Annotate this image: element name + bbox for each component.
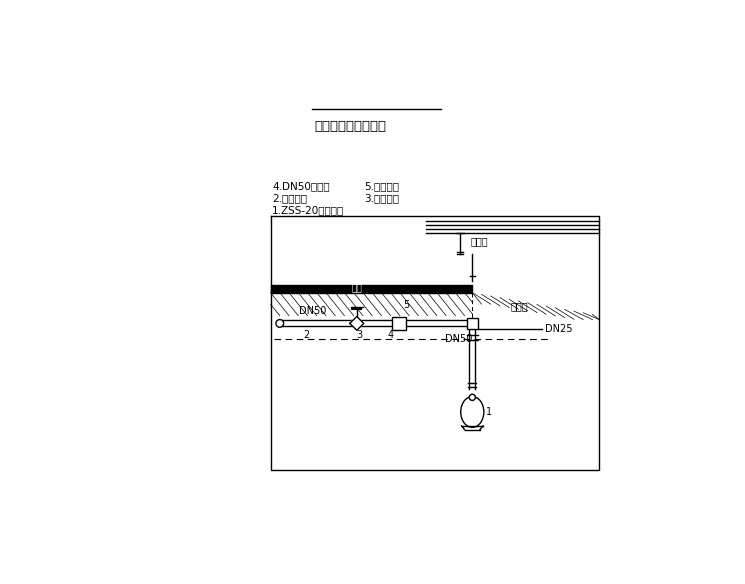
Text: 5.防晃支架: 5.防晃支架 <box>364 181 399 191</box>
Text: 4.DN50电磁阀: 4.DN50电磁阀 <box>272 181 330 191</box>
Text: 5: 5 <box>403 300 409 310</box>
Text: 系先槽: 系先槽 <box>471 236 489 246</box>
Text: DN50: DN50 <box>446 334 473 344</box>
Text: 大空间: 大空间 <box>511 301 528 311</box>
Ellipse shape <box>460 397 484 427</box>
Bar <box>392 317 406 329</box>
Text: 1.ZSS-20灭火装置: 1.ZSS-20灭火装置 <box>272 206 344 215</box>
Text: DN25: DN25 <box>545 324 573 334</box>
Text: 1: 1 <box>486 407 492 417</box>
Text: 2: 2 <box>303 330 309 340</box>
Text: 4: 4 <box>387 330 393 340</box>
Text: 灭火装置安装示意图: 灭火装置安装示意图 <box>314 120 387 133</box>
Circle shape <box>469 394 475 401</box>
Bar <box>467 318 478 329</box>
Text: 3.手动阀阀: 3.手动阀阀 <box>364 193 399 203</box>
Polygon shape <box>350 317 364 331</box>
Text: 楼板: 楼板 <box>352 284 362 293</box>
Text: 2.配水支管: 2.配水支管 <box>272 193 307 203</box>
Text: 3: 3 <box>357 330 363 340</box>
Text: DN50: DN50 <box>299 307 326 317</box>
